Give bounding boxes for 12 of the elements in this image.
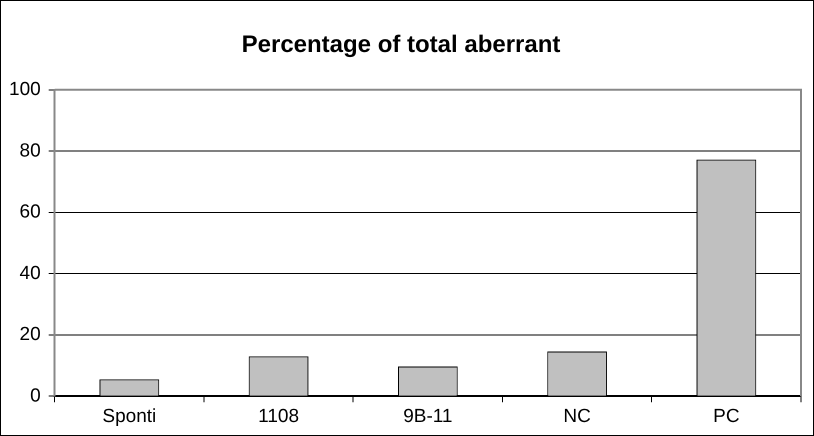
x-tick-label: Sponti — [102, 406, 156, 427]
y-tick-label: 60 — [20, 202, 41, 223]
y-tick-label: 40 — [20, 262, 41, 284]
y-tick-label: 20 — [20, 324, 41, 346]
chart-title: Percentage of total aberrant — [242, 31, 560, 58]
x-tick-label: PC — [713, 406, 740, 427]
y-tick-label: 0 — [30, 385, 41, 406]
x-tick-label: 9B-11 — [403, 406, 452, 427]
x-tick-label: NC — [563, 406, 591, 427]
x-tick-label: 1108 — [258, 406, 300, 427]
y-tick-label: 80 — [20, 140, 41, 162]
y-tick-label: 100 — [9, 79, 41, 100]
